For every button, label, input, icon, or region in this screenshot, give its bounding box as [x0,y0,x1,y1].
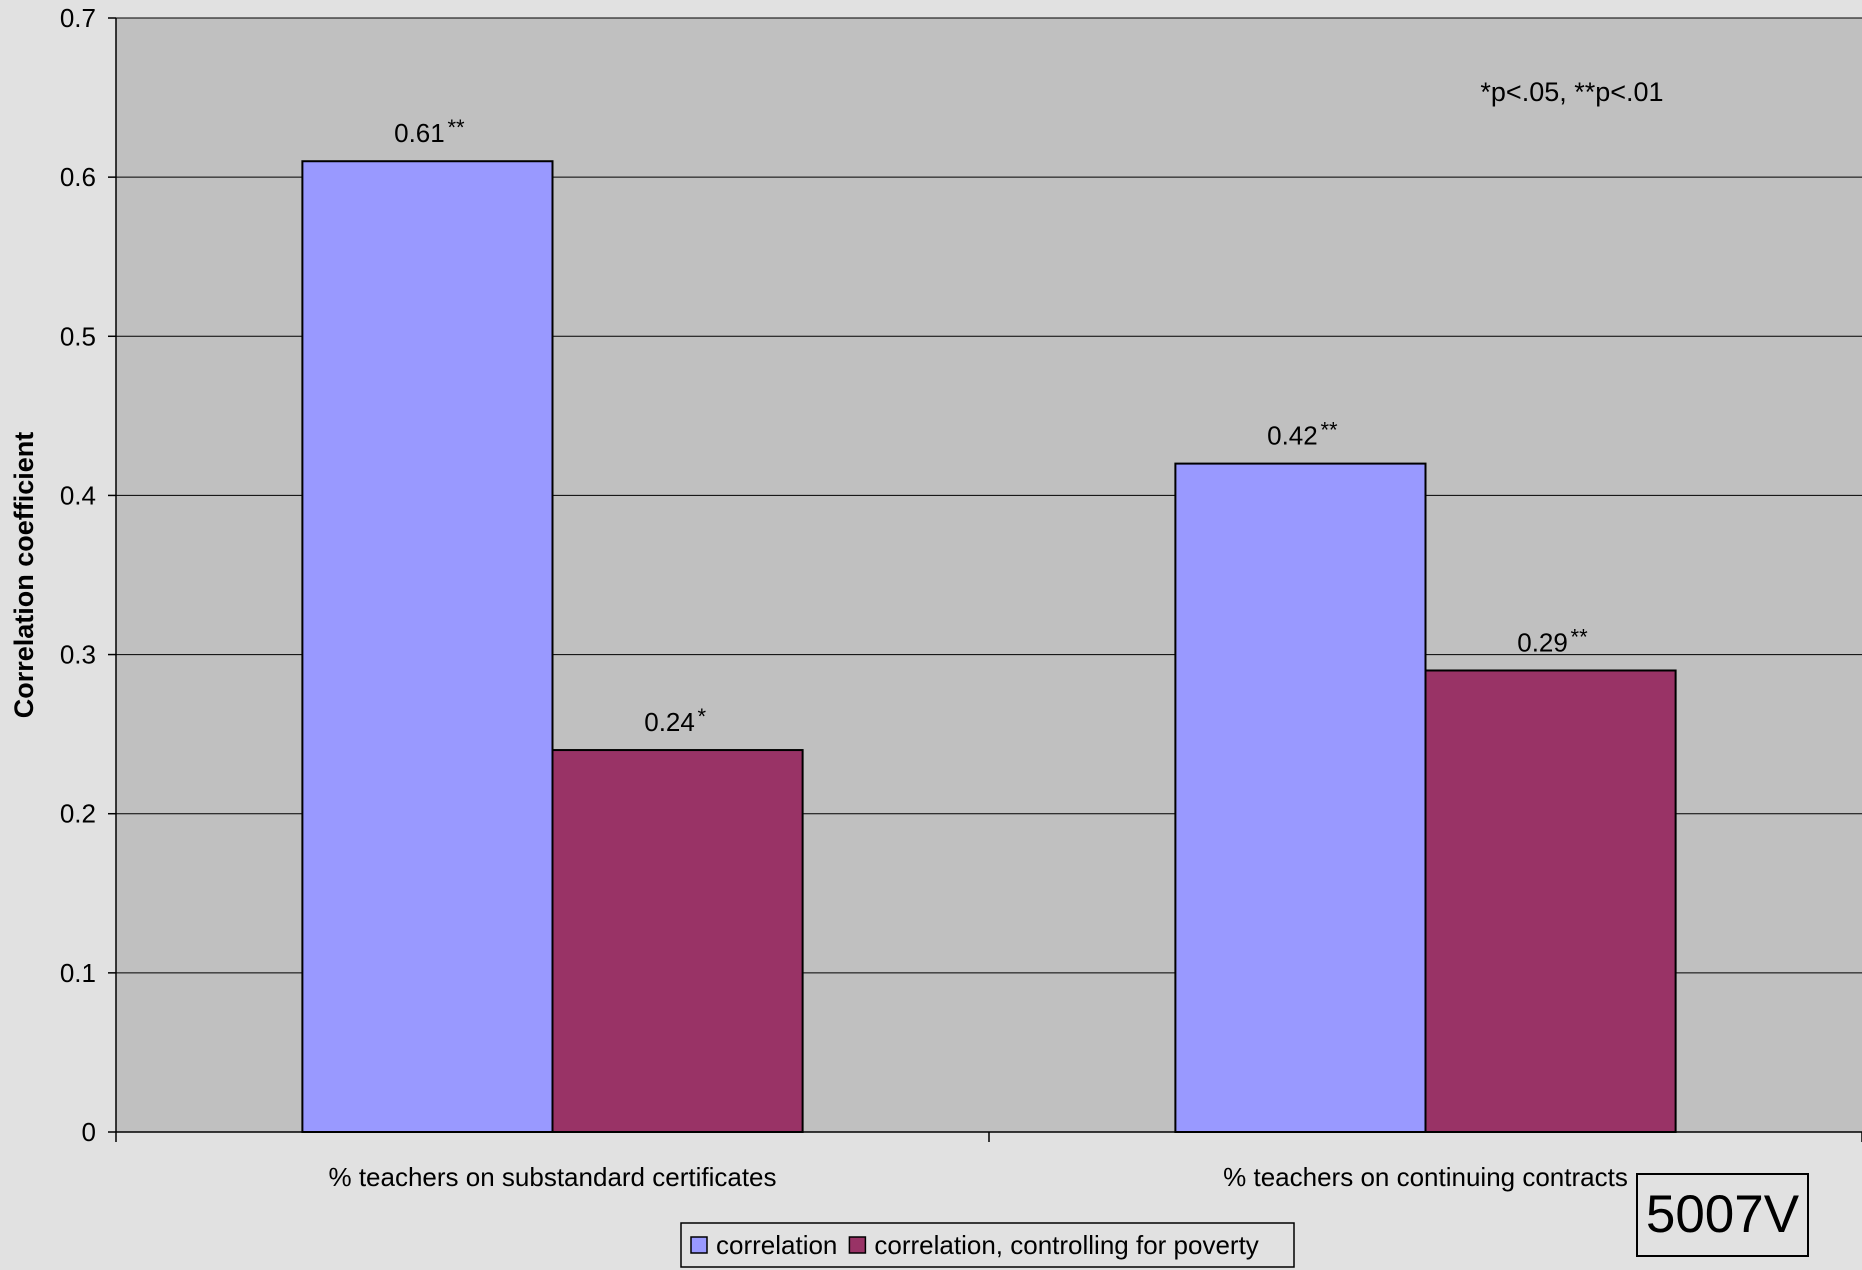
significance-marker: ** [447,115,465,140]
axes [108,17,1862,1142]
x-category-label: % teachers on substandard certificates [328,1162,776,1192]
y-tick-label: 0.5 [60,321,96,351]
legend-label: correlation, controlling for poverty [874,1230,1258,1260]
legend-box [680,1222,1295,1268]
x-category-labels: % teachers on substandard certificates % … [328,1162,1627,1192]
y-tick-label: 0.3 [60,640,96,670]
bar [1174,462,1427,1134]
y-axis-title: Correlation coefficient [9,432,39,719]
significance-marker: * [698,704,707,729]
legend-swatch [690,1236,708,1254]
bar [1424,669,1677,1133]
significance-note: *p<.05, **p<.01 [1480,77,1663,107]
data-label: 0.29 [1517,627,1568,657]
data-label: 0.61 [394,118,445,148]
significance-marker: ** [1320,418,1338,443]
y-tick-label: 0.6 [60,162,96,192]
x-category-label: % teachers on continuing contracts [1223,1162,1628,1192]
data-label: 0.42 [1267,421,1318,451]
legend-swatch [848,1236,867,1254]
y-tick-label: 0.1 [60,958,96,988]
significance-marker: ** [1571,624,1589,649]
y-tick-label: 0.2 [60,799,96,829]
legend: correlation correlation, controlling for … [680,1222,1295,1268]
y-tick-label: 0.7 [60,3,96,33]
y-tick-labels: 0 0.1 0.2 0.3 0.4 0.5 0.6 0.7 [60,3,96,1147]
legend-label: correlation [716,1230,837,1260]
bar [301,160,554,1133]
y-tick-label: 0 [82,1117,96,1147]
document-code-stamp: 5007V [1636,1173,1809,1257]
data-label: 0.24 [644,707,695,737]
bar [551,749,804,1133]
data-labels: 0.61 **0.24 *0.42 **0.29 ** [394,115,1588,737]
y-tick-label: 0.4 [60,480,96,510]
